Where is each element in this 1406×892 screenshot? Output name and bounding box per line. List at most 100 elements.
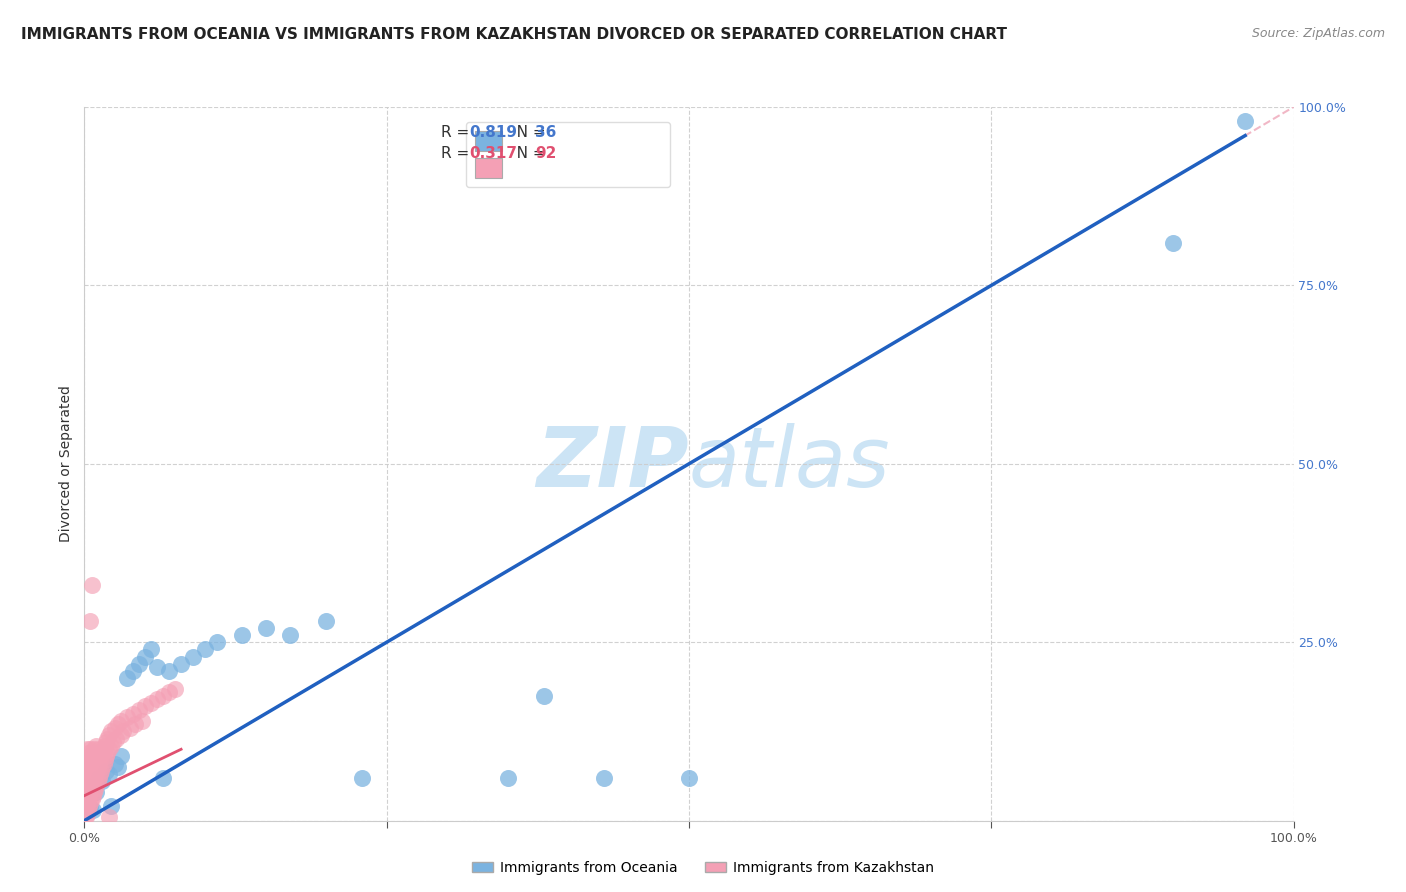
Point: [91, 746, 114, 760]
Point: [131, 714, 153, 728]
Point: [96, 746, 118, 760]
Point: [97, 767, 120, 781]
Point: [80, 578, 103, 592]
Point: [86, 774, 108, 789]
Point: [163, 681, 186, 696]
Point: [110, 749, 132, 764]
Text: 0.317: 0.317: [468, 146, 517, 161]
Point: [83, 778, 105, 792]
Point: [82, 749, 104, 764]
Point: [107, 717, 129, 731]
Point: [77, 771, 100, 785]
Point: [152, 771, 174, 785]
Text: R =: R =: [441, 146, 474, 161]
Text: 36: 36: [536, 125, 557, 139]
Point: [77, 789, 100, 803]
Point: [104, 756, 127, 771]
Point: [79, 785, 101, 799]
Point: [75, 778, 97, 792]
Point: [76, 796, 98, 810]
Point: [91, 760, 114, 774]
Point: [89, 753, 111, 767]
Point: [97, 810, 120, 824]
Point: [87, 771, 110, 785]
Point: [83, 771, 105, 785]
Point: [112, 724, 135, 739]
Point: [134, 699, 156, 714]
Point: [231, 628, 253, 642]
Point: [77, 746, 100, 760]
Text: ZIP: ZIP: [536, 424, 689, 504]
Point: [1234, 114, 1257, 128]
Point: [80, 767, 103, 781]
Text: N =: N =: [502, 146, 550, 161]
Point: [83, 742, 105, 756]
Point: [77, 749, 100, 764]
Point: [84, 781, 107, 796]
Point: [139, 696, 162, 710]
Point: [94, 764, 117, 778]
Point: [97, 742, 120, 756]
Point: [86, 739, 108, 753]
Point: [77, 774, 100, 789]
Point: [110, 714, 132, 728]
Point: [79, 760, 101, 774]
Point: [75, 789, 97, 803]
Point: [77, 764, 100, 778]
Text: N =: N =: [502, 125, 550, 139]
Y-axis label: Divorced or Separated: Divorced or Separated: [59, 385, 73, 542]
Point: [77, 792, 100, 806]
Point: [94, 749, 117, 764]
Point: [96, 731, 118, 746]
Point: [104, 731, 127, 746]
Text: atlas: atlas: [689, 424, 890, 504]
Point: [76, 774, 98, 789]
Point: [104, 721, 127, 735]
Point: [79, 771, 101, 785]
Point: [77, 781, 100, 796]
Point: [157, 685, 180, 699]
Point: [80, 778, 103, 792]
Point: [1161, 235, 1184, 250]
Point: [146, 660, 169, 674]
Point: [76, 742, 98, 756]
Point: [100, 799, 122, 814]
Point: [75, 810, 97, 824]
Text: 0.819: 0.819: [468, 125, 517, 139]
Point: [97, 728, 120, 742]
Point: [170, 657, 193, 671]
Point: [86, 764, 108, 778]
Point: [79, 801, 101, 815]
Point: [152, 689, 174, 703]
Point: [75, 799, 97, 814]
Point: [110, 728, 132, 742]
Point: [94, 739, 117, 753]
Point: [533, 689, 555, 703]
Point: [128, 657, 150, 671]
Point: [181, 649, 204, 664]
Point: [82, 764, 104, 778]
Point: [87, 771, 110, 785]
Text: IMMIGRANTS FROM OCEANIA VS IMMIGRANTS FROM KAZAKHSTAN DIVORCED OR SEPARATED CORR: IMMIGRANTS FROM OCEANIA VS IMMIGRANTS FR…: [21, 27, 1007, 42]
Point: [77, 799, 100, 814]
Point: [93, 756, 115, 771]
Point: [83, 756, 105, 771]
Point: [84, 753, 107, 767]
Point: [678, 771, 700, 785]
Point: [90, 764, 112, 778]
Point: [82, 789, 104, 803]
Point: [82, 774, 104, 789]
Point: [94, 735, 117, 749]
Text: 92: 92: [536, 146, 557, 161]
Legend: Immigrants from Oceania, Immigrants from Kazakhstan: Immigrants from Oceania, Immigrants from…: [467, 855, 939, 880]
Point: [86, 746, 108, 760]
Point: [120, 721, 142, 735]
Point: [84, 767, 107, 781]
Point: [80, 792, 103, 806]
Point: [77, 803, 100, 817]
Point: [107, 760, 129, 774]
Legend:  R = 0.819   N = 36,  R = 0.317   N = 92: R = 0.819 N = 36, R = 0.317 N = 92: [465, 122, 671, 187]
Point: [146, 692, 169, 706]
Point: [79, 742, 101, 756]
Point: [77, 760, 100, 774]
